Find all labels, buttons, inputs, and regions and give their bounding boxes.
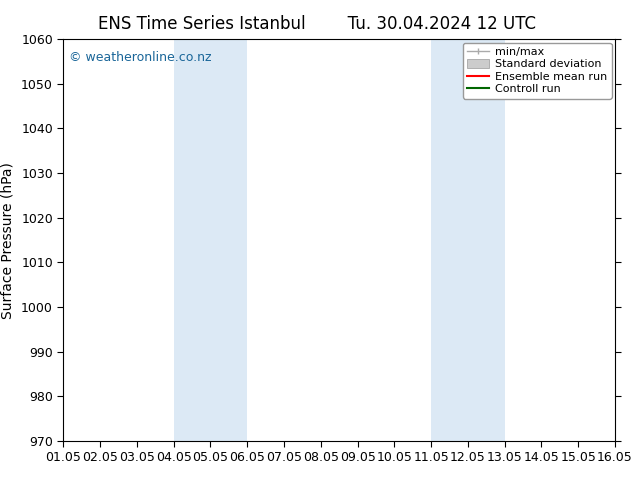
Bar <box>174 39 247 441</box>
Text: © weatheronline.co.nz: © weatheronline.co.nz <box>69 51 211 64</box>
Bar <box>431 39 505 441</box>
Legend: min/max, Standard deviation, Ensemble mean run, Controll run: min/max, Standard deviation, Ensemble me… <box>463 43 612 98</box>
Text: ENS Time Series Istanbul        Tu. 30.04.2024 12 UTC: ENS Time Series Istanbul Tu. 30.04.2024 … <box>98 15 536 33</box>
Y-axis label: Surface Pressure (hPa): Surface Pressure (hPa) <box>0 162 14 318</box>
